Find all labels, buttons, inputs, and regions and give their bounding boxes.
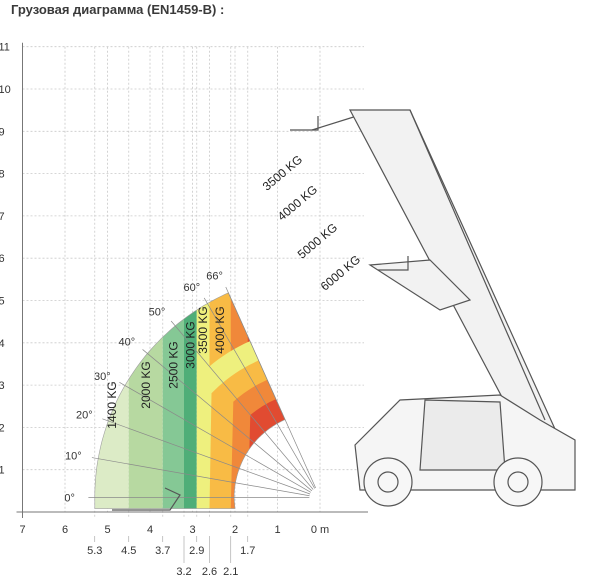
load-zone [247,292,286,509]
rear-wheel [493,457,543,507]
arc-load-label: 4000 KG [275,182,320,223]
load-zone [162,292,184,509]
y-tick-label: 6 [0,253,5,265]
boom-angle-label: 50° [149,306,166,318]
x-tick-label-secondary: 3.2 [176,566,191,578]
load-zone-label: 3000 KG [183,321,197,368]
chart-title: Грузовая диаграмма (EN1459-B) : [11,2,225,17]
y-tick-label: 3 [0,380,5,392]
front-wheel [363,457,413,507]
x-tick-label-secondary: 2.1 [223,566,238,578]
boom-angle-label: 66° [206,270,223,282]
load-zone-label: 2500 KG [166,341,180,388]
boom-lower [368,259,472,311]
boom-angle-label: 10° [65,450,82,462]
fork-arm [311,114,361,131]
boom-angle-line [119,382,311,493]
y-tick-label: 10 [0,84,11,96]
fork-0deg [112,487,181,511]
boom-angle-label: 0° [64,493,75,505]
y-tick-label: 7 [0,211,5,223]
boom-angle-line [91,457,310,497]
telehandler-illustration [112,109,576,511]
x-tick-label-secondary: 2.6 [202,566,217,578]
arc-load-label: 5000 KG [295,220,340,261]
x-tick-label-secondary: 3.7 [155,545,170,557]
y-tick-label: 4 [0,338,5,350]
y-tick-label: 1 [0,465,5,477]
rear-hub [507,471,529,493]
x-tick-label: 0 m [311,524,329,536]
front-hub [377,471,399,493]
load-zone-label: 3500 KG [196,306,210,353]
x-tick-label: 5 [104,524,110,536]
x-tick-label-secondary: 1.7 [240,545,255,557]
x-tick-label: 1 [274,524,280,536]
load-zone [184,292,197,509]
y-tick-label: 9 [0,126,5,138]
load-zone-label: 1400 KG [105,381,119,428]
x-tick-label: 3 [189,524,195,536]
boom-angle-lines [88,286,316,498]
x-tick-label-secondary: 5.3 [87,545,102,557]
x-tick-label: 4 [147,524,153,536]
load-zone-label: 2000 KG [139,361,153,408]
x-tick-label-secondary: 2.9 [189,545,204,557]
load-zone [94,292,129,509]
boom-angle-label: 60° [183,282,200,294]
load-zone-label: 4000 KG [213,306,227,353]
x-tick-label-secondary: 4.5 [121,545,136,557]
y-tick-label: 8 [0,169,5,181]
y-tick-label: 2 [0,422,5,434]
load-zone [128,292,163,509]
boom-angle-line [102,418,311,495]
boom-angle-label: 20° [76,409,93,421]
cab [419,399,506,471]
boom-angle-line [225,286,316,489]
boom-angle-label: 40° [118,336,135,348]
boom-angle-line [203,297,315,489]
boom-angle-line [142,349,313,492]
fork-66deg [290,116,319,131]
boom-angle-line [170,320,314,490]
x-tick-label: 2 [232,524,238,536]
load-zone [230,292,286,509]
y-tick-label: 5 [0,296,5,308]
fork-mid [378,256,409,271]
arc-load-label: 3500 KG [260,152,305,193]
boom-edge [409,109,546,421]
x-tick-label: 6 [62,524,68,536]
boom-angle-label: 30° [94,371,111,383]
load-zone [247,292,286,509]
x-tick-label: 7 [19,524,25,536]
y-tick-label: 11 [0,42,10,54]
